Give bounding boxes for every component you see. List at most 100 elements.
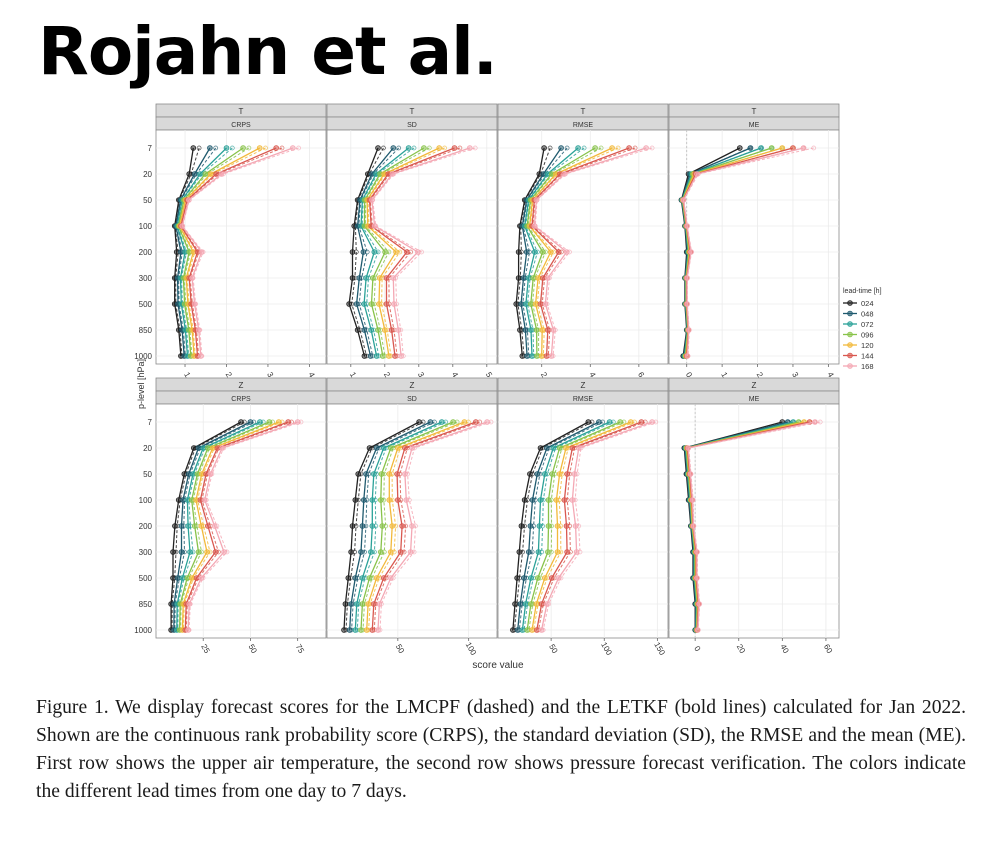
data-point	[548, 575, 555, 581]
data-point	[198, 249, 205, 255]
series-line-lmcpf-144	[373, 421, 480, 631]
data-point	[556, 497, 562, 503]
y-tick-label: 500	[139, 300, 153, 309]
series-line-lmcpf-024	[174, 147, 200, 357]
data-point	[349, 301, 355, 307]
data-point	[374, 471, 379, 477]
x-tick-label: 2	[224, 371, 234, 380]
data-point	[549, 523, 554, 529]
data-point	[615, 145, 621, 151]
data-point	[547, 145, 553, 151]
series-line-lmcpf-072	[523, 421, 614, 631]
data-point	[414, 249, 421, 255]
x-tick-label: 5	[484, 371, 494, 380]
data-point	[393, 275, 399, 281]
data-point	[397, 549, 404, 555]
data-point	[540, 497, 546, 503]
series-line-lmcpf-120	[529, 147, 619, 357]
series-line-lmcpf-096	[178, 147, 250, 357]
data-point	[450, 419, 456, 425]
data-point	[527, 249, 532, 255]
series-line-lmcpf-048	[358, 147, 400, 357]
data-point	[543, 249, 548, 255]
data-point	[405, 471, 410, 477]
series-line-lmcpf-024	[351, 147, 384, 357]
facet-strip-score-label: RMSE	[573, 122, 594, 129]
data-point	[532, 497, 538, 503]
data-point	[363, 275, 369, 281]
data-point	[366, 471, 372, 477]
data-point	[388, 327, 395, 333]
data-point	[391, 549, 397, 555]
x-tick-label: 1	[182, 371, 192, 380]
x-tick-label: 3	[265, 371, 275, 380]
data-point	[345, 575, 352, 581]
data-point	[371, 223, 378, 229]
data-point	[185, 627, 191, 633]
series-line-lmcpf-024	[517, 147, 551, 357]
x-axis-label: score value	[472, 660, 524, 671]
data-point	[364, 497, 370, 503]
data-point	[411, 145, 417, 151]
data-point	[427, 419, 434, 425]
data-point	[688, 471, 694, 477]
data-point	[285, 419, 292, 425]
data-point	[538, 627, 545, 633]
data-point	[221, 171, 226, 177]
panel-Z-ME: Z ME 0 20 40 60	[668, 377, 840, 656]
data-point	[649, 145, 655, 151]
data-point	[383, 523, 389, 529]
y-tick-label: 850	[139, 600, 153, 609]
y-axis-label: p-level [hPa]	[136, 359, 146, 409]
data-point	[199, 353, 205, 359]
data-point	[419, 249, 424, 255]
data-point	[186, 197, 192, 203]
data-point	[294, 419, 301, 425]
data-point	[358, 471, 364, 477]
data-point	[373, 523, 379, 529]
series-line-lmcpf-144	[532, 147, 636, 357]
data-point	[525, 497, 530, 503]
data-point	[461, 419, 468, 425]
facet-strip-score-label: SD	[407, 396, 417, 403]
legend-entry-label: 048	[861, 310, 874, 319]
data-point	[514, 575, 520, 581]
data-point	[379, 301, 384, 307]
data-point	[190, 275, 196, 281]
data-point	[380, 445, 387, 451]
data-point	[472, 145, 478, 151]
y-tick-label: 20	[143, 444, 152, 453]
data-point	[398, 327, 404, 333]
data-point	[488, 419, 494, 425]
data-point	[413, 523, 418, 529]
data-point	[558, 549, 564, 555]
data-point	[379, 523, 386, 529]
data-point	[695, 549, 700, 555]
data-point	[541, 145, 547, 151]
data-point	[617, 419, 623, 425]
data-point	[638, 419, 645, 425]
data-point	[182, 549, 187, 555]
data-point	[393, 523, 398, 529]
legend-entry-label: 096	[861, 331, 874, 340]
data-point	[695, 171, 701, 177]
data-point	[689, 249, 694, 255]
facet-strip-score-label: RMSE	[573, 396, 594, 403]
data-point	[592, 145, 598, 151]
data-point	[279, 145, 285, 151]
x-tick-label: 2	[755, 371, 765, 380]
data-point	[380, 575, 387, 581]
legend-entry-label: 168	[861, 362, 874, 371]
x-tick-label: 60	[822, 643, 835, 656]
data-point	[195, 327, 202, 333]
data-point	[187, 601, 193, 607]
x-tick-label: 0	[684, 371, 694, 380]
legend-key-point	[847, 310, 853, 317]
data-point	[349, 275, 356, 281]
data-point	[408, 249, 414, 255]
data-point	[547, 275, 552, 281]
x-tick-label: 2	[382, 371, 392, 380]
data-point	[454, 419, 460, 425]
facet-strip-row-label: T	[752, 107, 757, 116]
data-point	[352, 549, 357, 555]
